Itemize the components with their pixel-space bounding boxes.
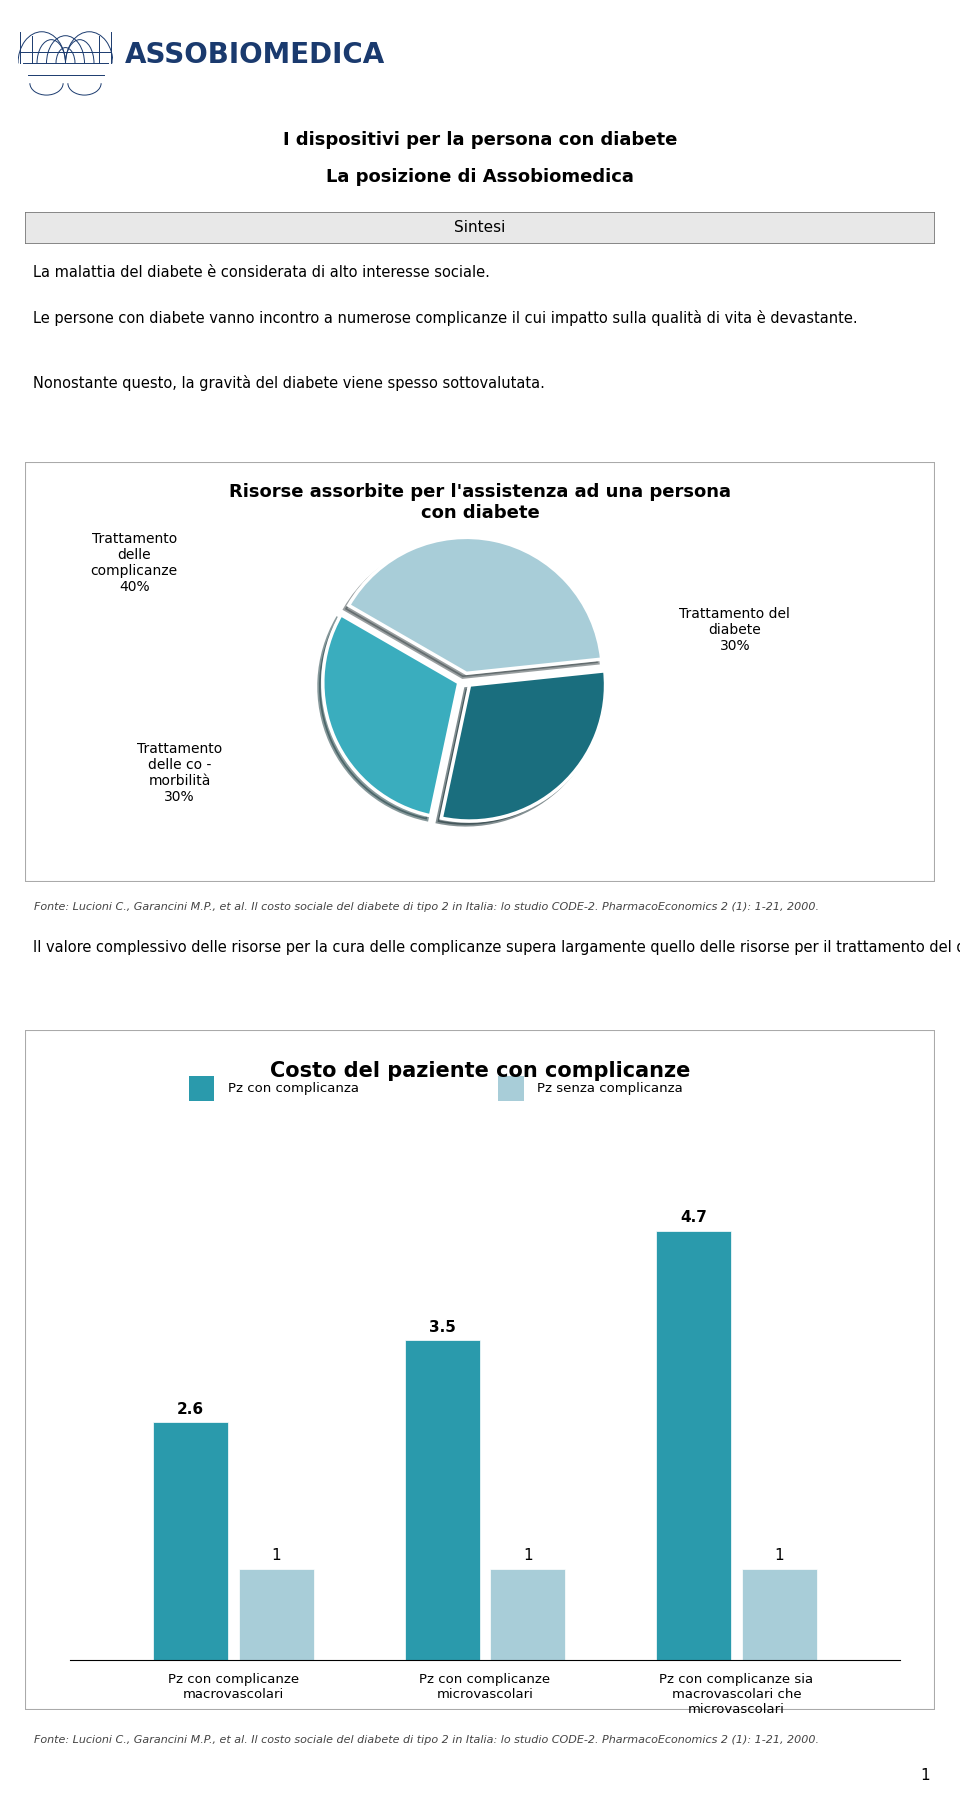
Text: Nonostante questo, la gravità del diabete viene spesso sottovalutata.: Nonostante questo, la gravità del diabet… — [33, 375, 545, 392]
Text: Costo del paziente con complicanze: Costo del paziente con complicanze — [270, 1061, 690, 1081]
FancyBboxPatch shape — [25, 1029, 935, 1710]
Text: Pz senza complicanza: Pz senza complicanza — [538, 1081, 684, 1096]
FancyBboxPatch shape — [25, 212, 935, 244]
Wedge shape — [348, 537, 602, 674]
Text: 1: 1 — [775, 1548, 784, 1563]
Text: 1: 1 — [921, 1767, 930, 1782]
Text: Pz con complicanza: Pz con complicanza — [228, 1081, 359, 1096]
Wedge shape — [323, 614, 459, 815]
Text: ASSOBIOMEDICA: ASSOBIOMEDICA — [125, 41, 385, 68]
Bar — [498, 1076, 524, 1101]
Text: Fonte: Lucioni C., Garancini M.P., et al. Il costo sociale del diabete di tipo 2: Fonte: Lucioni C., Garancini M.P., et al… — [35, 1735, 819, 1746]
Text: I dispositivi per la persona con diabete: I dispositivi per la persona con diabete — [283, 131, 677, 149]
Text: Sintesi: Sintesi — [454, 221, 506, 235]
Text: Trattamento del
diabete
30%: Trattamento del diabete 30% — [680, 607, 790, 654]
Bar — [656, 1230, 732, 1660]
Text: Trattamento
delle co -
morbilità
30%: Trattamento delle co - morbilità 30% — [137, 742, 223, 805]
Text: 1: 1 — [272, 1548, 281, 1563]
Text: Fonte: Lucioni C., Garancini M.P., et al. Il costo sociale del diabete di tipo 2: Fonte: Lucioni C., Garancini M.P., et al… — [35, 902, 819, 912]
Text: Risorse assorbite per l'assistenza ad una persona
con diabete: Risorse assorbite per l'assistenza ad un… — [229, 483, 731, 523]
Text: La malattia del diabete è considerata di alto interesse sociale.: La malattia del diabete è considerata di… — [33, 266, 490, 280]
Text: La posizione di Assobiomedica: La posizione di Assobiomedica — [326, 169, 634, 187]
Wedge shape — [442, 672, 606, 821]
Bar — [741, 1568, 817, 1660]
Text: Il valore complessivo delle risorse per la cura delle complicanze supera largame: Il valore complessivo delle risorse per … — [33, 939, 960, 955]
Bar — [153, 1422, 228, 1660]
Text: 3.5: 3.5 — [429, 1320, 456, 1334]
Text: Trattamento
delle
complicanze
40%: Trattamento delle complicanze 40% — [90, 532, 178, 594]
Text: 4.7: 4.7 — [681, 1211, 708, 1225]
Bar — [490, 1568, 565, 1660]
Bar — [189, 1076, 214, 1101]
Text: 1: 1 — [523, 1548, 533, 1563]
Text: Le persone con diabete vanno incontro a numerose complicanze il cui impatto sull: Le persone con diabete vanno incontro a … — [33, 311, 857, 327]
Bar — [238, 1568, 314, 1660]
Bar — [404, 1340, 480, 1660]
Text: 2.6: 2.6 — [178, 1403, 204, 1417]
FancyBboxPatch shape — [25, 462, 935, 882]
